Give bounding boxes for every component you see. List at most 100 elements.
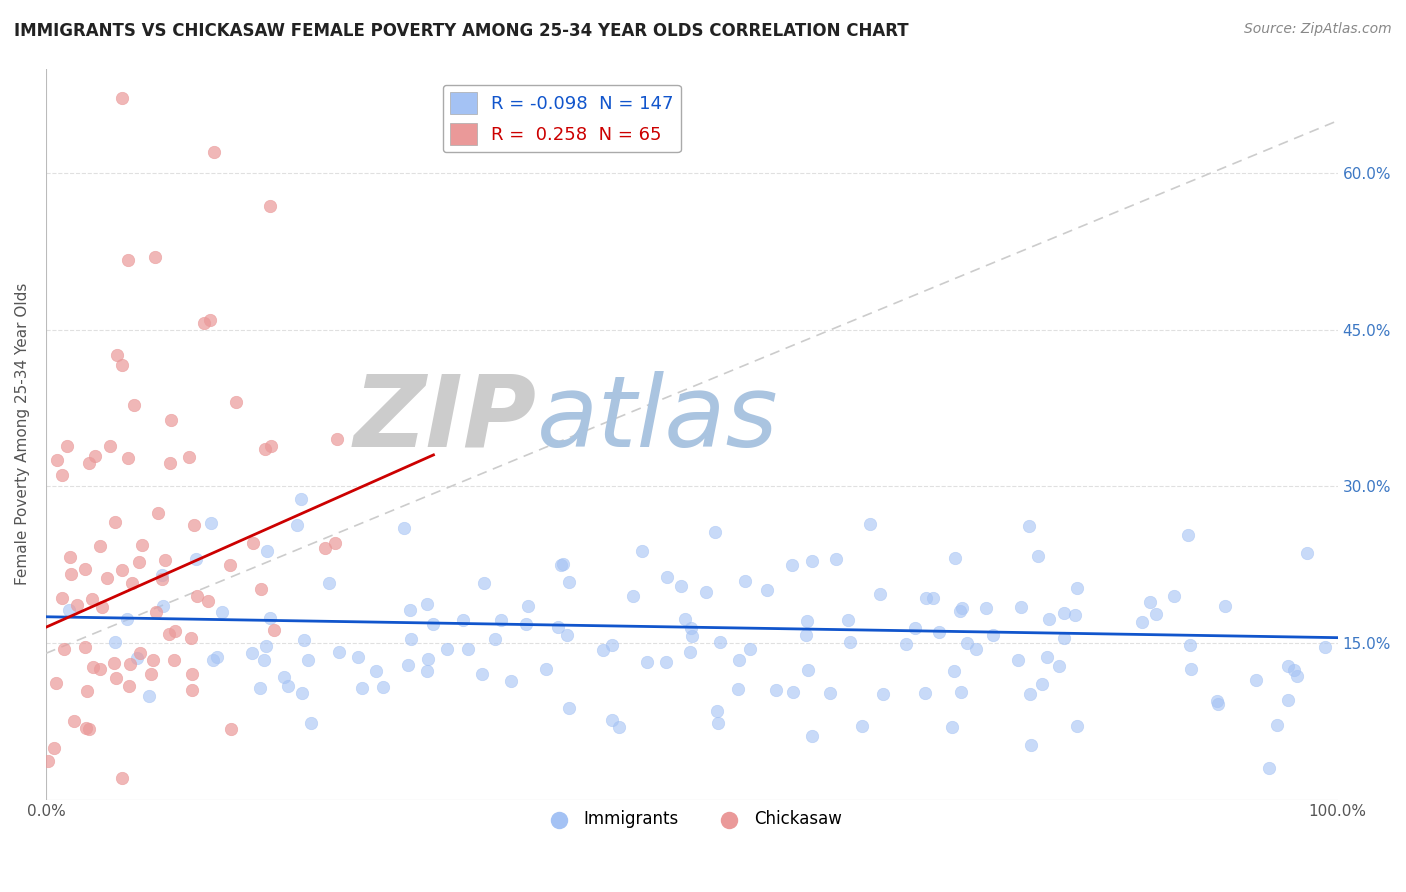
Point — [58, 603, 80, 617]
Point — [131, 538, 153, 552]
Point — [1139, 595, 1161, 609]
Point — [453, 613, 475, 627]
Point — [484, 632, 506, 647]
Point — [202, 145, 225, 159]
Point — [915, 591, 938, 606]
Point — [550, 558, 572, 572]
Point — [851, 719, 873, 733]
Point — [260, 439, 283, 453]
Point — [250, 582, 273, 597]
Point — [55, 439, 77, 453]
Point — [1026, 549, 1049, 564]
Point — [825, 551, 848, 566]
Point — [159, 456, 181, 470]
Y-axis label: Female Poverty Among 25-34 Year Olds: Female Poverty Among 25-34 Year Olds — [15, 283, 30, 585]
Point — [186, 552, 208, 566]
Point — [416, 651, 439, 665]
Point — [66, 599, 89, 613]
Point — [1066, 719, 1088, 733]
Point — [796, 614, 818, 628]
Point — [706, 704, 728, 718]
Point — [51, 468, 73, 483]
Point — [104, 634, 127, 648]
Point — [273, 670, 295, 684]
Point — [323, 536, 346, 550]
Text: atlas: atlas — [537, 371, 779, 468]
Point — [89, 540, 111, 554]
Point — [1053, 606, 1076, 620]
Point — [914, 686, 936, 700]
Point — [1213, 599, 1236, 613]
Point — [551, 557, 574, 571]
Point — [111, 563, 134, 577]
Point — [105, 672, 128, 686]
Point — [157, 627, 180, 641]
Point — [756, 583, 779, 598]
Point — [177, 450, 200, 464]
Point — [436, 642, 458, 657]
Point — [1163, 589, 1185, 603]
Point — [1066, 581, 1088, 595]
Point — [592, 642, 614, 657]
Point — [1053, 632, 1076, 646]
Point — [122, 398, 145, 412]
Point — [950, 685, 973, 699]
Point — [922, 591, 945, 605]
Point — [943, 551, 966, 566]
Point — [292, 632, 315, 647]
Point — [104, 515, 127, 529]
Point — [734, 574, 756, 588]
Point — [285, 518, 308, 533]
Point — [200, 516, 222, 531]
Point — [727, 682, 749, 697]
Point — [655, 570, 678, 584]
Point — [218, 558, 240, 572]
Point — [326, 432, 349, 446]
Point — [1208, 697, 1230, 711]
Point — [79, 723, 101, 737]
Point — [152, 567, 174, 582]
Point — [111, 771, 134, 785]
Point — [145, 605, 167, 619]
Point — [679, 621, 702, 635]
Point — [163, 624, 186, 638]
Point — [118, 679, 141, 693]
Point — [1244, 673, 1267, 687]
Point — [150, 572, 173, 586]
Point — [534, 662, 557, 676]
Point — [547, 620, 569, 634]
Point — [373, 680, 395, 694]
Point — [76, 683, 98, 698]
Point — [73, 562, 96, 576]
Point — [416, 597, 439, 611]
Point — [111, 91, 134, 105]
Point — [84, 450, 107, 464]
Point — [117, 253, 139, 268]
Point — [52, 641, 75, 656]
Point — [472, 575, 495, 590]
Point — [607, 720, 630, 734]
Point — [1295, 546, 1317, 560]
Point — [328, 645, 350, 659]
Point — [198, 313, 221, 327]
Point — [956, 636, 979, 650]
Point — [558, 575, 581, 590]
Point — [125, 651, 148, 665]
Point — [139, 667, 162, 681]
Point — [180, 667, 202, 681]
Point — [98, 439, 121, 453]
Point — [1130, 615, 1153, 630]
Point — [1282, 663, 1305, 677]
Point — [782, 685, 804, 699]
Point — [211, 605, 233, 619]
Point — [709, 635, 731, 649]
Point — [1018, 687, 1040, 701]
Point — [252, 653, 274, 667]
Point — [347, 649, 370, 664]
Point — [314, 541, 336, 555]
Point — [695, 585, 717, 599]
Point — [90, 600, 112, 615]
Legend: Immigrants, Chickasaw: Immigrants, Chickasaw — [536, 804, 848, 835]
Point — [800, 729, 823, 743]
Point — [118, 657, 141, 671]
